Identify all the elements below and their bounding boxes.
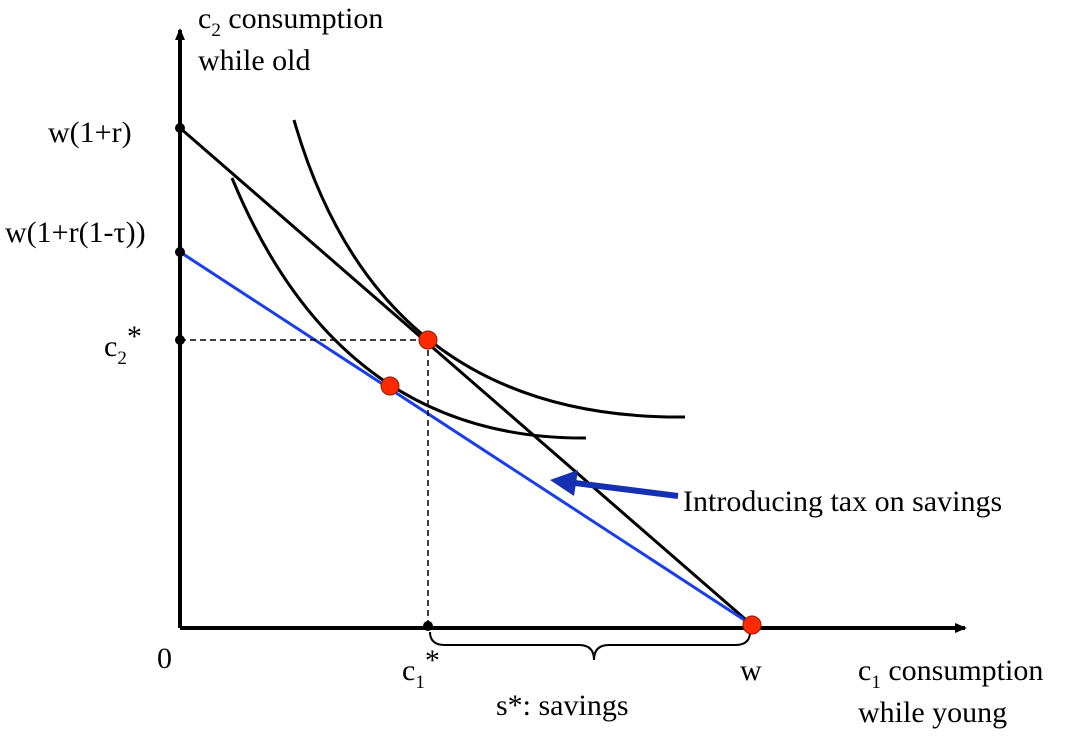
w-label: w <box>740 654 762 687</box>
tax-arrowhead <box>550 470 578 496</box>
y-axis-label: c2 consumption <box>198 2 383 41</box>
c1-star-label: c1* <box>402 644 440 693</box>
tax-arrow <box>574 480 679 499</box>
c1-star-dot <box>423 621 433 631</box>
savings-annotation: s*: savings <box>496 689 629 722</box>
w1r-label: w(1+r) <box>48 116 132 149</box>
x-axis-label-line2: while young <box>858 696 1007 729</box>
y-axis-label-line2: while old <box>198 44 311 77</box>
taxed-optimum-point <box>380 376 400 396</box>
origin-label: 0 <box>157 642 172 675</box>
x-axis-label: c1 consumption <box>858 654 1043 693</box>
c2-star-dot <box>175 335 185 345</box>
upper-indifference-curve <box>292 119 686 419</box>
c2-star-label: c2* <box>104 320 142 369</box>
lower-indifference-curve <box>230 177 587 440</box>
budget-line <box>179 126 753 627</box>
tax-annotation: Introducing tax on savings <box>683 485 1002 518</box>
endowment-point <box>742 615 762 635</box>
savings-brace <box>429 631 751 661</box>
w1r-taxed-label: w(1+r(1-τ)) <box>5 216 146 249</box>
taxed-budget-line <box>179 250 753 627</box>
original-optimum-point <box>418 330 438 350</box>
w1r-taxed-dot <box>175 247 185 257</box>
w1r-dot <box>175 123 185 133</box>
